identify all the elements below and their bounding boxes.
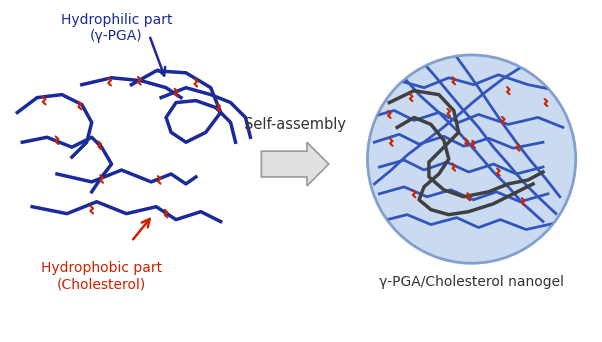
Text: Hydrophobic part
(Cholesterol): Hydrophobic part (Cholesterol) [41,261,162,291]
Text: γ-PGA/Cholesterol nanogel: γ-PGA/Cholesterol nanogel [379,275,564,289]
Polygon shape [261,142,329,186]
Text: Self-assembly: Self-assembly [244,117,346,132]
Text: Hydrophilic part
(γ-PGA): Hydrophilic part (γ-PGA) [61,13,172,43]
Circle shape [367,55,576,263]
